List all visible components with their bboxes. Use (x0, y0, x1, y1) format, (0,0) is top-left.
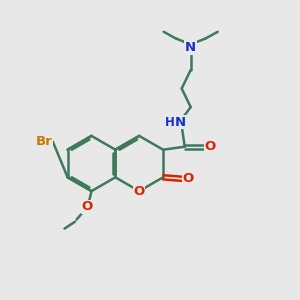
Text: N: N (185, 41, 196, 54)
Text: Br: Br (36, 135, 53, 148)
Text: O: O (81, 200, 93, 213)
Text: N: N (175, 116, 186, 129)
Text: O: O (134, 184, 145, 198)
Text: O: O (204, 140, 215, 153)
Text: O: O (183, 172, 194, 185)
Text: H: H (165, 116, 175, 129)
